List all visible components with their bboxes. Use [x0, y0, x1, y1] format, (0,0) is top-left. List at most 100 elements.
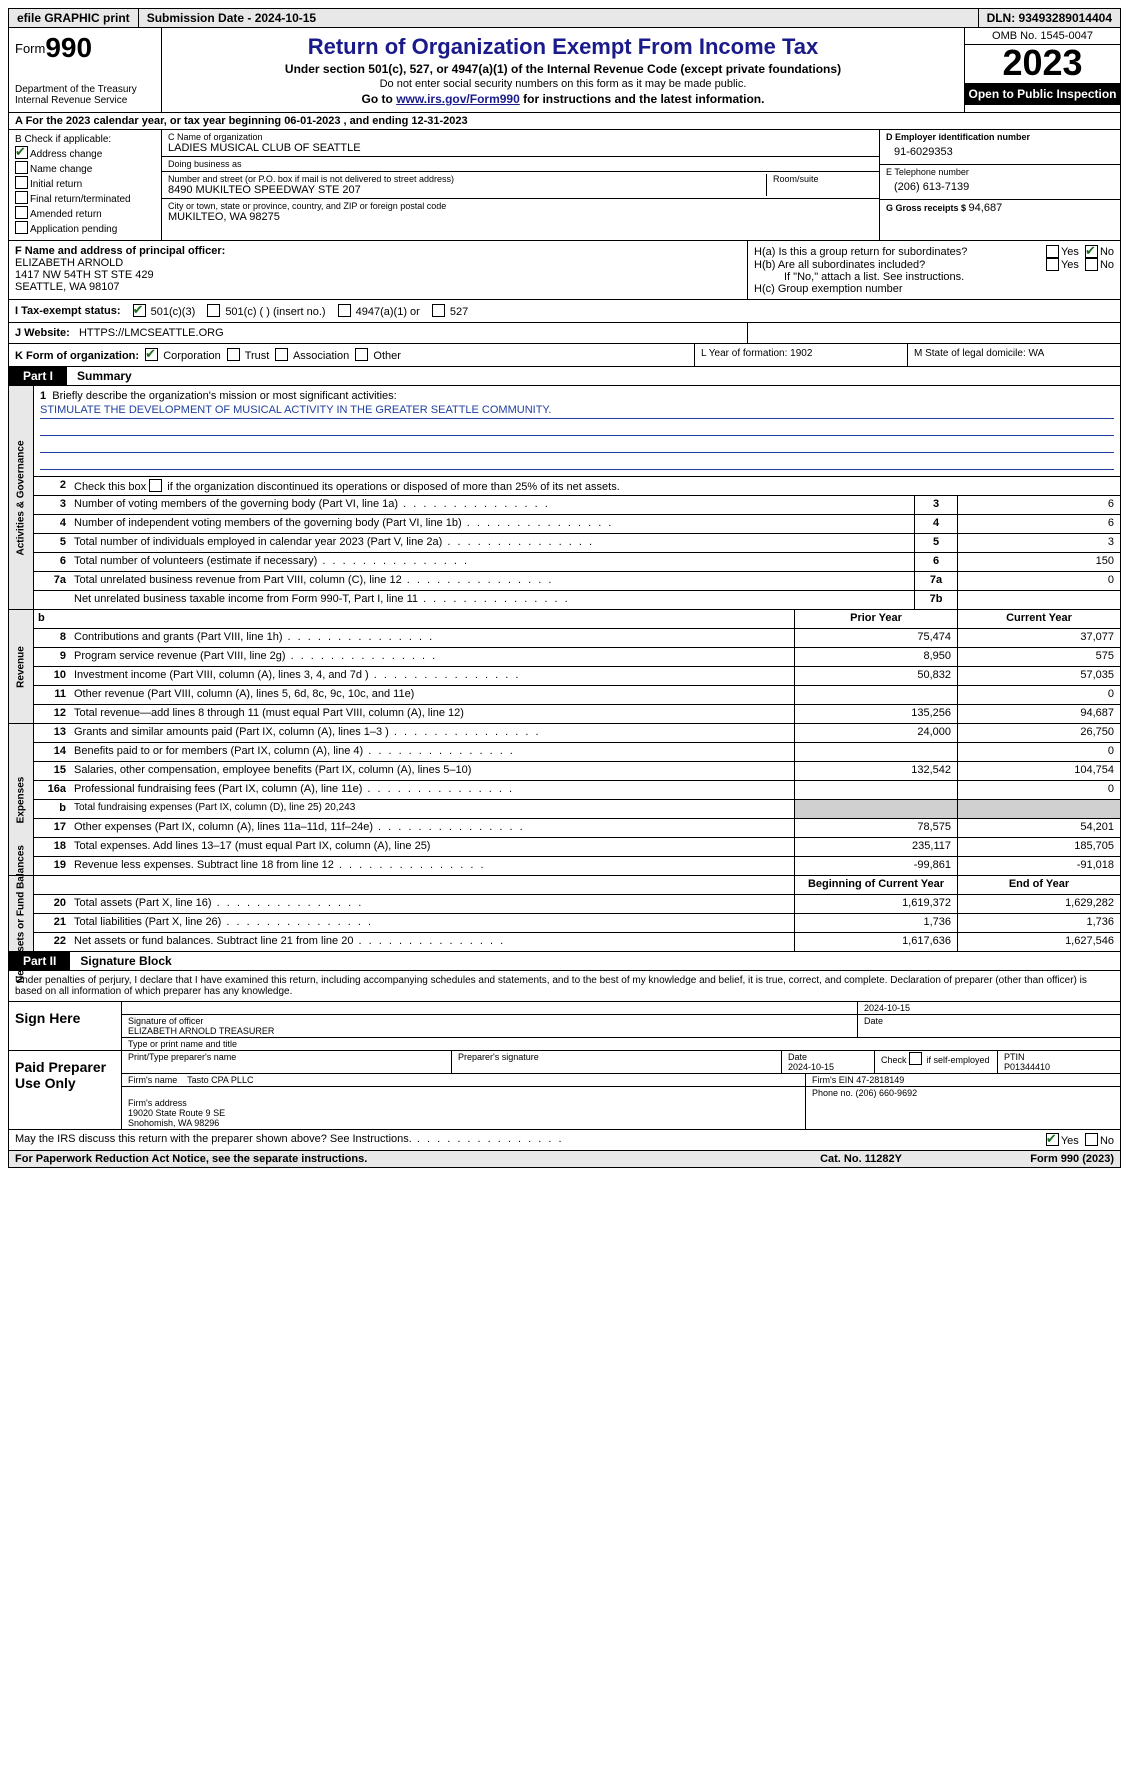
type-name-label: Type or print name and title — [122, 1038, 1120, 1050]
firm-name: Tasto CPA PLLC — [187, 1075, 253, 1085]
chk-self-employed[interactable] — [909, 1052, 922, 1065]
chk-ha-yes[interactable] — [1046, 245, 1059, 258]
row-a-tax-year: A For the 2023 calendar year, or tax yea… — [8, 113, 1121, 130]
firm-addr-label: Firm's address — [128, 1098, 187, 1108]
line-7b: Net unrelated business taxable income fr… — [70, 591, 914, 609]
efile-print-button[interactable]: efile GRAPHIC print — [9, 9, 139, 27]
line-6: Total number of volunteers (estimate if … — [70, 553, 914, 571]
perjury-statement: Under penalties of perjury, I declare th… — [8, 971, 1121, 1002]
year-formation: L Year of formation: 1902 — [694, 344, 907, 366]
firm-name-label: Firm's name — [128, 1075, 177, 1085]
entity-grid: B Check if applicable: Address change Na… — [8, 130, 1121, 241]
prior-year-header: Prior Year — [794, 610, 957, 628]
sig-officer-label: Signature of officer — [128, 1016, 851, 1026]
chk-discuss-no[interactable] — [1085, 1133, 1098, 1146]
chk-4947[interactable] — [338, 304, 351, 317]
chk-application-pending[interactable] — [15, 221, 28, 234]
website-label: J Website: — [15, 327, 70, 339]
net-assets-section: Net Assets or Fund Balances Beginning of… — [8, 876, 1121, 952]
chk-assoc[interactable] — [275, 348, 288, 361]
box-b: B Check if applicable: Address change Na… — [9, 130, 162, 240]
chk-hb-no[interactable] — [1085, 258, 1098, 271]
line-17: Other expenses (Part IX, column (A), lin… — [70, 819, 794, 837]
chk-discuss-yes[interactable] — [1046, 1133, 1059, 1146]
chk-501c3[interactable] — [133, 304, 146, 317]
chk-initial-return[interactable] — [15, 176, 28, 189]
gross-receipts-value: 94,687 — [969, 202, 1003, 214]
line-3: Number of voting members of the governin… — [70, 496, 914, 514]
top-bar: efile GRAPHIC print Submission Date - 20… — [8, 8, 1121, 28]
sign-date: 2024-10-15 — [858, 1002, 1120, 1014]
sig-date-label: Date — [858, 1015, 1120, 1037]
line-21: Total liabilities (Part X, line 26) — [70, 914, 794, 932]
chk-amended-return[interactable] — [15, 206, 28, 219]
form-subtitle-1: Under section 501(c), 527, or 4947(a)(1)… — [166, 62, 960, 76]
hc-label: H(c) Group exemption number — [754, 283, 1114, 295]
paid-preparer-label: Paid Preparer Use Only — [9, 1051, 122, 1129]
exp-tab: Expenses — [16, 776, 27, 823]
website-row: J Website: HTTPS://LMCSEATTLE.ORG — [8, 323, 1121, 344]
firm-addr: 19020 State Route 9 SE Snohomish, WA 982… — [128, 1108, 225, 1128]
city-label: City or town, state or province, country… — [168, 201, 873, 211]
part-2-title: Signature Block — [70, 952, 181, 970]
chk-address-change[interactable] — [15, 146, 28, 159]
org-name: LADIES MUSICAL CLUB OF SEATTLE — [168, 142, 873, 154]
dln: DLN: 93493289014404 — [978, 9, 1120, 27]
val-3: 6 — [957, 496, 1120, 514]
chk-other[interactable] — [355, 348, 368, 361]
sign-here-label: Sign Here — [9, 1002, 122, 1050]
submission-date: Submission Date - 2024-10-15 — [139, 9, 978, 27]
tax-year: 2023 — [965, 45, 1120, 83]
line-15: Salaries, other compensation, employee b… — [70, 762, 794, 780]
form-org-label: K Form of organization: — [15, 350, 139, 362]
street-value: 8490 MUKILTEO SPEEDWAY STE 207 — [168, 184, 766, 196]
chk-501c[interactable] — [207, 304, 220, 317]
form-subtitle-3: Go to www.irs.gov/Form990 for instructio… — [166, 92, 960, 106]
line-9: Program service revenue (Part VIII, line… — [70, 648, 794, 666]
website-value: HTTPS://LMCSEATTLE.ORG — [79, 327, 224, 339]
chk-trust[interactable] — [227, 348, 240, 361]
hb-instructions: If "No," attach a list. See instructions… — [754, 271, 1114, 283]
chk-corp[interactable] — [145, 348, 158, 361]
sig-officer-name: ELIZABETH ARNOLD TREASURER — [128, 1026, 851, 1036]
firm-phone: Phone no. (206) 660-9692 — [806, 1087, 1120, 1129]
chk-final-return[interactable] — [15, 191, 28, 204]
officer-name: ELIZABETH ARNOLD — [15, 257, 741, 269]
officer-addr1: 1417 NW 54TH ST STE 429 — [15, 269, 741, 281]
chk-ha-no[interactable] — [1085, 245, 1098, 258]
expenses-section: Expenses 13Grants and similar amounts pa… — [8, 724, 1121, 876]
val-5: 3 — [957, 534, 1120, 552]
val-4: 6 — [957, 515, 1120, 533]
line-8: Contributions and grants (Part VIII, lin… — [70, 629, 794, 647]
chk-hb-yes[interactable] — [1046, 258, 1059, 271]
part-2-header: Part II Signature Block — [8, 952, 1121, 971]
discuss-row: May the IRS discuss this return with the… — [8, 1130, 1121, 1151]
footer: For Paperwork Reduction Act Notice, see … — [8, 1151, 1121, 1168]
box-b-header: B Check if applicable: — [15, 134, 155, 145]
chk-line-2[interactable] — [149, 479, 162, 492]
footer-mid: Cat. No. 11282Y — [814, 1151, 908, 1167]
na-tab: Net Assets or Fund Balances — [16, 844, 27, 982]
firm-ein: Firm's EIN 47-2818149 — [806, 1074, 1120, 1086]
klm-row: K Form of organization: Corporation Trus… — [8, 344, 1121, 367]
dept-treasury: Department of the Treasury Internal Reve… — [15, 84, 155, 106]
revenue-section: Revenue b Prior Year Current Year 8Contr… — [8, 610, 1121, 724]
mission-text: STIMULATE THE DEVELOPMENT OF MUSICAL ACT… — [40, 404, 1114, 419]
phone-label: E Telephone number — [886, 167, 1114, 177]
state-domicile: M State of legal domicile: WA — [907, 344, 1120, 366]
preparer-date: Date 2024-10-15 — [782, 1051, 875, 1073]
boy-header: Beginning of Current Year — [794, 876, 957, 894]
chk-527[interactable] — [432, 304, 445, 317]
irs-link[interactable]: www.irs.gov/Form990 — [396, 92, 520, 106]
activities-governance: Activities & Governance 1 Briefly descri… — [8, 386, 1121, 610]
ein-value: 91-6029353 — [886, 142, 1114, 162]
box-deg: D Employer identification number 91-6029… — [879, 130, 1120, 240]
tax-status-row: I Tax-exempt status: 501(c)(3) 501(c) ( … — [8, 300, 1121, 323]
chk-name-change[interactable] — [15, 161, 28, 174]
rev-tab: Revenue — [16, 646, 27, 688]
line-16b: Total fundraising expenses (Part IX, col… — [70, 800, 794, 818]
preparer-sig-label: Preparer's signature — [452, 1051, 782, 1073]
line-22: Net assets or fund balances. Subtract li… — [70, 933, 794, 951]
box-f: F Name and address of principal officer:… — [9, 241, 747, 299]
part-1-header: Part I Summary — [8, 367, 1121, 386]
